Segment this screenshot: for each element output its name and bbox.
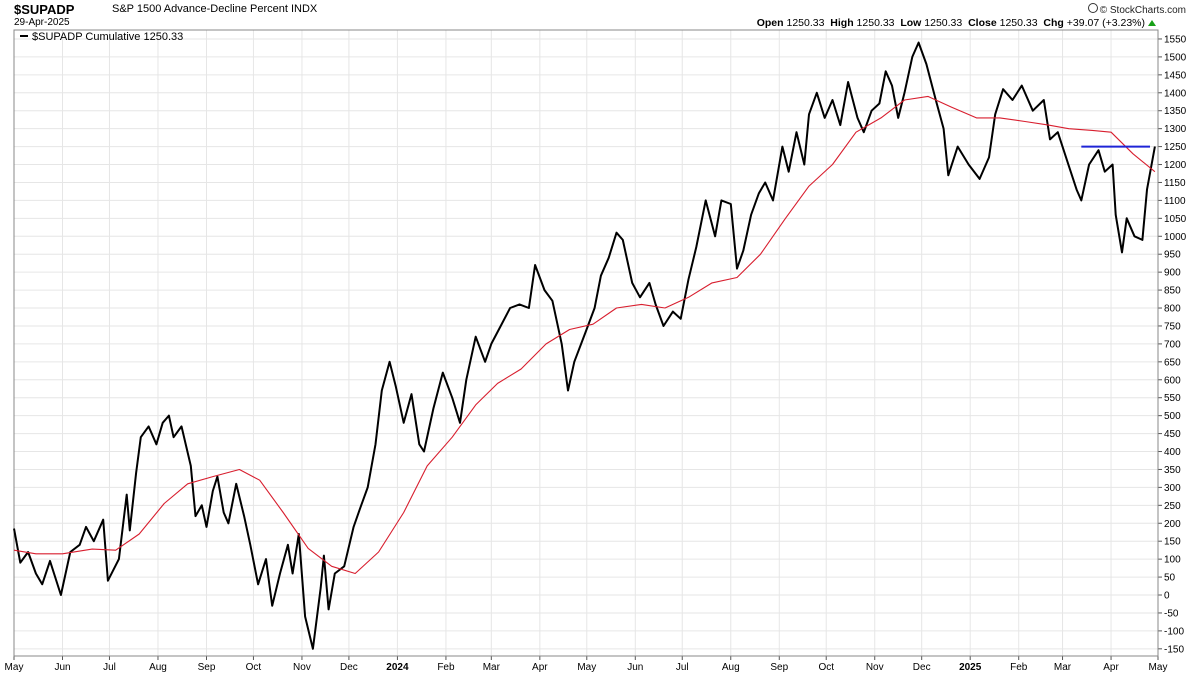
y-tick-label: 450 <box>1164 429 1181 440</box>
low-value: 1250.33 <box>924 17 963 29</box>
chart-date: 29-Apr-2025 <box>14 17 70 28</box>
y-tick-label: -50 <box>1164 608 1179 619</box>
x-tick-label: Oct <box>246 662 262 673</box>
x-tick-label: Feb <box>437 662 455 673</box>
low-label: Low <box>900 17 922 29</box>
open-value: 1250.33 <box>786 17 825 29</box>
y-tick-label: 800 <box>1164 304 1181 315</box>
x-tick-label: Feb <box>1010 662 1028 673</box>
high-value: 1250.33 <box>856 17 895 29</box>
series-line-moving-average <box>13 95 1156 575</box>
y-tick-label: 1050 <box>1164 214 1187 225</box>
x-tick-label: Jun <box>54 662 70 673</box>
x-tick-label: Oct <box>818 662 834 673</box>
plot-frame <box>13 29 1159 657</box>
x-tick-label: 2025 <box>959 662 982 673</box>
y-tick-label: 900 <box>1164 268 1181 279</box>
x-tick-label: Apr <box>532 662 548 673</box>
x-tick-label: Jul <box>676 662 689 673</box>
y-tick-label: 1250 <box>1164 142 1187 153</box>
chg-label: Chg <box>1043 17 1064 29</box>
y-tick-label: 1550 <box>1164 34 1187 45</box>
y-tick-label: 150 <box>1164 537 1181 548</box>
x-tick-label: Nov <box>293 662 311 673</box>
series-line-cumulative <box>13 41 1156 650</box>
y-tick-label: 700 <box>1164 339 1181 350</box>
y-tick-label: 1200 <box>1164 160 1187 171</box>
y-tick-label: 350 <box>1164 465 1181 476</box>
y-tick-label: 600 <box>1164 375 1181 386</box>
x-tick-label: Dec <box>340 662 358 673</box>
y-tick-label: 1400 <box>1164 88 1187 99</box>
y-tick-label: 1350 <box>1164 106 1187 117</box>
close-label: Close <box>968 17 997 29</box>
x-tick-label: Aug <box>149 662 167 673</box>
y-tick-label: 1000 <box>1164 232 1187 243</box>
x-tick-label: Apr <box>1103 662 1119 673</box>
chg-value: +39.07 (+3.23%) <box>1066 17 1145 29</box>
y-tick-label: 50 <box>1164 573 1176 584</box>
ohlc-readout: Open 1250.33 High 1250.33 Low 1250.33 Cl… <box>757 17 1156 29</box>
y-tick-label: -100 <box>1164 626 1184 637</box>
y-tick-label: 1450 <box>1164 70 1187 81</box>
open-label: Open <box>756 17 784 29</box>
x-tick-label: 2024 <box>386 662 409 673</box>
x-tick-label: May <box>5 662 24 673</box>
x-tick-label: Nov <box>866 662 884 673</box>
y-tick-label: 650 <box>1164 357 1181 368</box>
brand-label[interactable]: © StockCharts.com <box>1087 3 1186 16</box>
chart-symbol: $SUPADP <box>14 2 75 17</box>
y-tick-label: 750 <box>1164 321 1181 332</box>
x-tick-label: Sep <box>770 662 788 673</box>
y-tick-label: 300 <box>1164 483 1181 494</box>
y-tick-label: 400 <box>1164 447 1181 458</box>
x-tick-label: Jul <box>103 662 116 673</box>
chart-name: S&P 1500 Advance-Decline Percent INDX <box>112 3 318 15</box>
brand-text: © StockCharts.com <box>1099 5 1186 16</box>
up-arrow-icon <box>1148 20 1156 26</box>
y-tick-label: 200 <box>1164 519 1181 530</box>
x-tick-label: Mar <box>483 662 501 673</box>
x-tick-label: May <box>577 662 596 673</box>
close-value: 1250.33 <box>999 17 1038 29</box>
x-tick-label: Aug <box>722 662 740 673</box>
y-tick-label: 950 <box>1164 250 1181 261</box>
y-tick-label: 550 <box>1164 393 1181 404</box>
x-tick-label: Jun <box>627 662 643 673</box>
y-tick-label: 250 <box>1164 501 1181 512</box>
legend-label: $SUPADP Cumulative 1250.33 <box>32 31 183 43</box>
y-tick-label: 500 <box>1164 411 1181 422</box>
y-tick-label: 1150 <box>1164 178 1186 189</box>
brand-icon <box>1087 3 1098 13</box>
high-label: High <box>830 17 854 29</box>
y-tick-label: 1100 <box>1164 196 1186 207</box>
y-tick-label: 100 <box>1164 555 1181 566</box>
x-tick-label: Dec <box>913 662 931 673</box>
y-tick-label: 850 <box>1164 286 1181 297</box>
x-tick-label: May <box>1149 662 1168 673</box>
y-tick-label: -150 <box>1164 644 1184 655</box>
y-tick-label: 0 <box>1164 591 1170 602</box>
y-tick-label: 1500 <box>1164 52 1187 63</box>
x-tick-label: Sep <box>198 662 216 673</box>
x-tick-label: Mar <box>1054 662 1072 673</box>
y-tick-label: 1300 <box>1164 124 1187 135</box>
